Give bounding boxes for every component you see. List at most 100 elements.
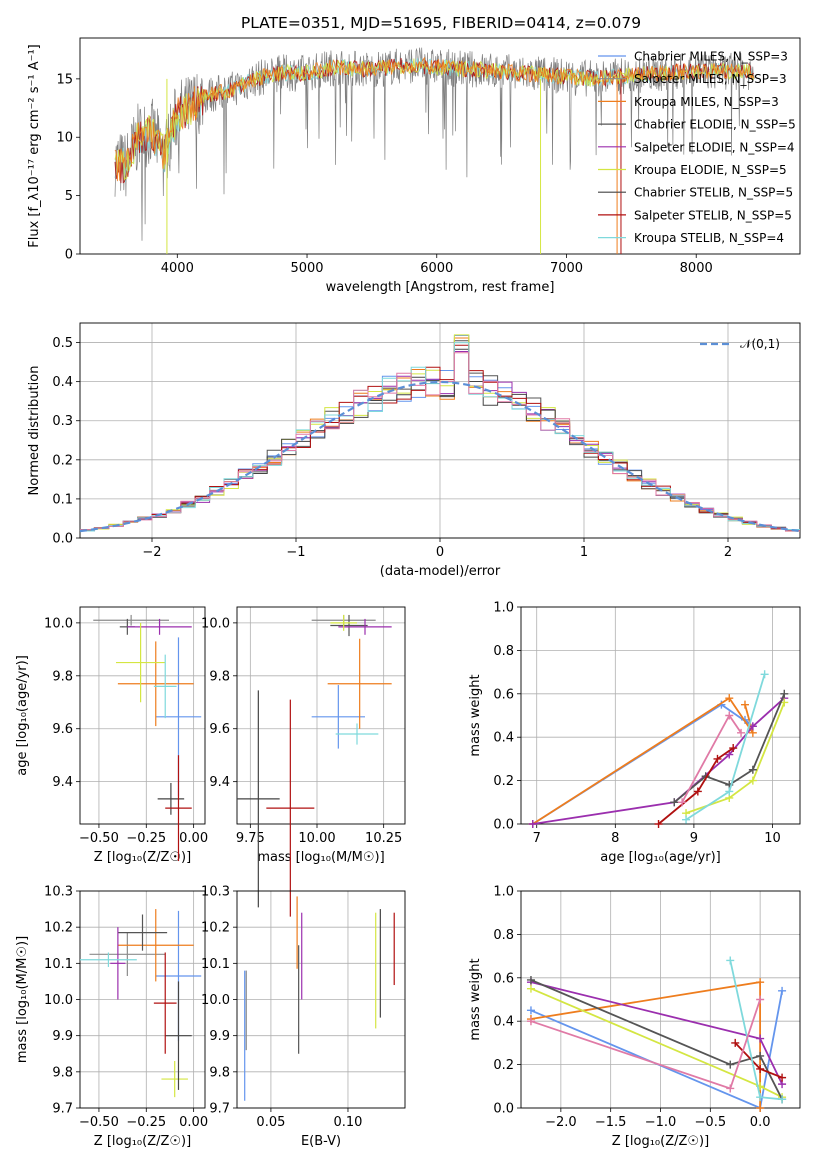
legend-entry: Salpeter ELODIE, N_SSP=4 [634, 140, 795, 154]
legend-entry: Chabrier ELODIE, N_SSP=5 [634, 118, 796, 132]
weight-line [532, 703, 754, 825]
x-tick-label: −1.5 [595, 1115, 627, 1130]
mass_vs_ebv-points [244, 896, 395, 1101]
weight-line [532, 696, 754, 825]
legend-entry: Salpeter STELIB, N_SSP=5 [634, 208, 792, 222]
weight-marker [780, 689, 789, 698]
x-tick-label: 6000 [420, 261, 453, 276]
y-tick-label: 9.8 [209, 669, 230, 684]
y-tick-label: 9.4 [209, 775, 230, 790]
y-tick-label: 10.1 [201, 957, 230, 972]
y-axis-label: mass [log₁₀(M/M☉)] [15, 936, 30, 1063]
legend-entry: Chabrier MILES, N_SSP=3 [634, 50, 788, 64]
weight-marker [682, 815, 691, 824]
weight-marker [756, 995, 765, 1004]
weight-marker [731, 1038, 740, 1047]
weight-marker [725, 711, 734, 720]
y-tick-label: 0.2 [52, 453, 73, 468]
y-tick-label: 0.6 [493, 971, 514, 986]
weight-marker [729, 744, 738, 753]
weight-line [530, 981, 761, 1108]
model-spectrum-line [114, 58, 754, 184]
weight-marker [748, 765, 757, 774]
legend-entry: 𝒩(0,1) [740, 337, 780, 351]
y-tick-label: 10.0 [44, 993, 73, 1008]
y-tick-label: 10 [56, 131, 73, 146]
plot-frame [236, 606, 406, 825]
x-tick-label: 9.75 [236, 831, 265, 846]
plot-frame [79, 606, 206, 825]
mass_vs_Z-points [80, 909, 202, 1098]
weight-marker [526, 1006, 535, 1015]
y-tick-label: 1.0 [493, 601, 514, 616]
x-tick-label: −0.25 [126, 1115, 166, 1130]
y-axis-label: Flux [f_λ10⁻¹⁷ erg cm⁻² s⁻¹ A⁻¹] [27, 44, 42, 248]
x-axis-label: Z [log₁₀(Z/Z☉)] [94, 850, 191, 865]
weight-marker [737, 728, 746, 737]
x-tick-label: −1.0 [645, 1115, 677, 1130]
y-tick-label: 10.2 [201, 921, 230, 936]
weight-line [530, 979, 783, 1100]
residual-series: 𝒩(0,1) [79, 334, 801, 533]
weight-marker [756, 1051, 765, 1060]
weight-marker [693, 787, 702, 796]
y-tick-label: 0.2 [493, 774, 514, 789]
y-tick-label: 10.0 [201, 993, 230, 1008]
weight-marker [726, 1084, 735, 1093]
model-spectrum-line [114, 56, 755, 182]
x-axis-label: Z [log₁₀(Z/Z☉)] [94, 1134, 191, 1149]
y-tick-label: 9.9 [209, 1029, 230, 1044]
plot-frame [79, 890, 206, 1109]
y-tick-label: 5 [65, 189, 73, 204]
weight-marker [748, 776, 757, 785]
weight-line [530, 987, 783, 1099]
weight-marker [670, 798, 679, 807]
x-tick-label: 9 [690, 831, 698, 846]
x-axis-label: Z [log₁₀(Z/Z☉)] [612, 1134, 709, 1149]
weight-marker [740, 700, 749, 709]
weight-marker [526, 984, 535, 993]
x-tick-label: 10.00 [298, 831, 335, 846]
weight_vs_Z-axes: −2.0 −1.5 −1.0 −0.5 0.0 0.0 0.2 0.4 0.6 0.8 1.0 Z [… [468, 885, 801, 1149]
y-tick-label: 9.4 [52, 775, 73, 790]
x-tick-label: 0.0 [750, 1115, 771, 1130]
y-tick-label: 10.3 [44, 885, 73, 900]
y-tick-label: 0.3 [52, 414, 73, 429]
legend-entry: Kroupa ELODIE, N_SSP=5 [634, 163, 787, 177]
weight-line [532, 697, 785, 825]
spectrum-series [114, 47, 755, 254]
normal-distribution-curve [79, 380, 801, 533]
weight-line [685, 702, 786, 814]
x-tick-label: 0.05 [256, 1115, 285, 1130]
x-tick-label: 4000 [161, 261, 194, 276]
weight-marker [725, 750, 734, 759]
weight-marker [713, 754, 722, 763]
weight-marker [748, 722, 757, 731]
plot-frame [520, 606, 801, 825]
x-tick-label: 0.00 [179, 1115, 208, 1130]
x-tick-label: 5000 [290, 261, 323, 276]
x-axis-label: mass [log₁₀(M/M☉)] [257, 850, 384, 865]
legend-entry: Chabrier STELIB, N_SSP=5 [634, 186, 793, 200]
x-tick-label: −0.50 [79, 831, 119, 846]
weight-marker [756, 978, 765, 987]
y-axis-label: mass weight [468, 674, 483, 756]
y-tick-label: 10.0 [44, 616, 73, 631]
y-tick-label: 0.0 [493, 1102, 514, 1117]
x-tick-label: 10 [764, 831, 781, 846]
x-tick-label: 7000 [550, 261, 583, 276]
weight-marker [526, 1017, 535, 1026]
y-tick-label: 10.3 [201, 885, 230, 900]
x-tick-label: 0.10 [333, 1115, 362, 1130]
y-tick-label: 9.6 [52, 722, 73, 737]
plot-frame [520, 890, 801, 1109]
plot-frame [79, 37, 801, 255]
x-tick-label: −2 [142, 545, 161, 560]
weight-line [657, 747, 734, 825]
age_vs_Z-points [93, 614, 202, 862]
x-axis-label: (data-model)/error [380, 564, 501, 579]
weight-marker [528, 820, 537, 828]
age_vs_mass-axes: 9.75 10.00 10.25 9.4 9.6 9.8 10.0 mass [log₁₀(M… [201, 606, 406, 865]
x-tick-label: −0.5 [695, 1115, 727, 1130]
x-tick-label: 7 [533, 831, 541, 846]
